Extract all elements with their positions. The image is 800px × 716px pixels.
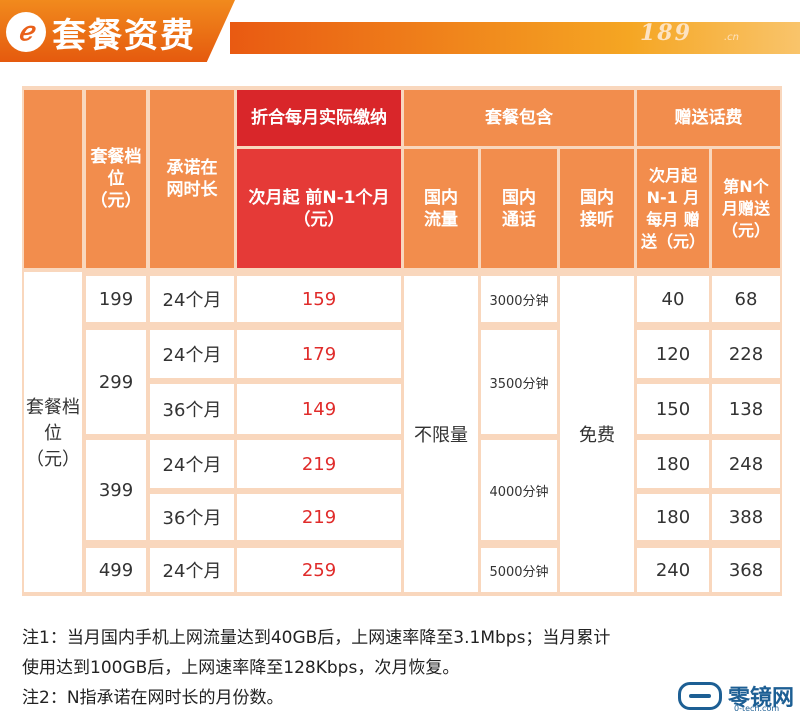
watermark-name: 零镜网 (728, 686, 795, 711)
bonus-first-cell: 180 (637, 440, 709, 488)
pay-cell: 219 (237, 440, 401, 488)
tier-cell: 299 (86, 330, 146, 434)
header-bonus-first: 次月起 N-1 月每月 赠送（元） (637, 149, 709, 268)
calls-cell: 3000分钟 (481, 276, 557, 322)
bonus-first-cell: 150 (637, 384, 709, 434)
pay-cell: 179 (237, 330, 401, 378)
bonus-n-cell: 388 (712, 494, 780, 540)
header-corner (24, 90, 82, 268)
commitment-cell: 24个月 (150, 548, 234, 592)
bonus-first-cell: 180 (637, 494, 709, 540)
watermark-url: 0-tech.com (734, 704, 780, 713)
commitment-cell: 24个月 (150, 276, 234, 322)
bonus-first-cell: 120 (637, 330, 709, 378)
page-title: 套餐资费 (52, 16, 196, 56)
header-actual-pay-sub: 次月起 前N-1个月（元） (237, 149, 401, 268)
pay-cell: 259 (237, 548, 401, 592)
commitment-cell: 36个月 (150, 384, 234, 434)
brand-number: 189 (640, 20, 692, 46)
commitment-cell: 36个月 (150, 494, 234, 540)
calls-cell: 4000分钟 (481, 440, 557, 540)
bonus-n-cell: 228 (712, 330, 780, 378)
header-banner (230, 22, 800, 54)
note-2: 注2：N指承诺在网时长的月份数。 (22, 688, 284, 708)
bonus-first-cell: 240 (637, 548, 709, 592)
bonus-first-cell: 40 (637, 276, 709, 322)
bonus-n-cell: 138 (712, 384, 780, 434)
header-commitment: 承诺在网时长 (150, 90, 234, 268)
header-actual-pay-group: 折合每月实际缴纳 (237, 90, 401, 146)
bonus-n-cell: 248 (712, 440, 780, 488)
bonus-n-cell: 368 (712, 548, 780, 592)
side-tier-label: 套餐档位（元） (24, 272, 82, 592)
telecom-logo-icon: ℯ (6, 12, 46, 52)
header-bonus-n: 第N个 月赠送（元） (712, 149, 780, 268)
data-value-cell: 不限量 (404, 276, 478, 592)
header-receive: 国内接听 (560, 149, 634, 268)
header-tier: 套餐档位（元） (86, 90, 146, 268)
tier-cell: 399 (86, 440, 146, 540)
bonus-n-cell: 68 (712, 276, 780, 322)
header-includes-group: 套餐包含 (404, 90, 634, 146)
receive-value-cell: 免费 (560, 276, 634, 592)
tier-cell: 499 (86, 548, 146, 592)
watermark-logo-icon (678, 682, 722, 710)
pay-cell: 149 (237, 384, 401, 434)
pay-cell: 219 (237, 494, 401, 540)
commitment-cell: 24个月 (150, 330, 234, 378)
header-calls: 国内通话 (481, 149, 557, 268)
note-1-line-2: 使用达到100GB后，上网速率降至128Kbps，次月恢复。 (22, 658, 460, 678)
calls-cell: 5000分钟 (481, 548, 557, 592)
tier-cell: 199 (86, 276, 146, 322)
header-bonus-group: 赠送话费 (637, 90, 780, 146)
commitment-cell: 24个月 (150, 440, 234, 488)
header-data: 国内流量 (404, 149, 478, 268)
note-1-line-1: 注1：当月国内手机上网流量达到40GB后，上网速率降至3.1Mbps；当月累计 (22, 628, 611, 648)
pay-cell: 159 (237, 276, 401, 322)
brand-suffix: .cn (724, 32, 740, 43)
calls-cell: 3500分钟 (481, 330, 557, 434)
